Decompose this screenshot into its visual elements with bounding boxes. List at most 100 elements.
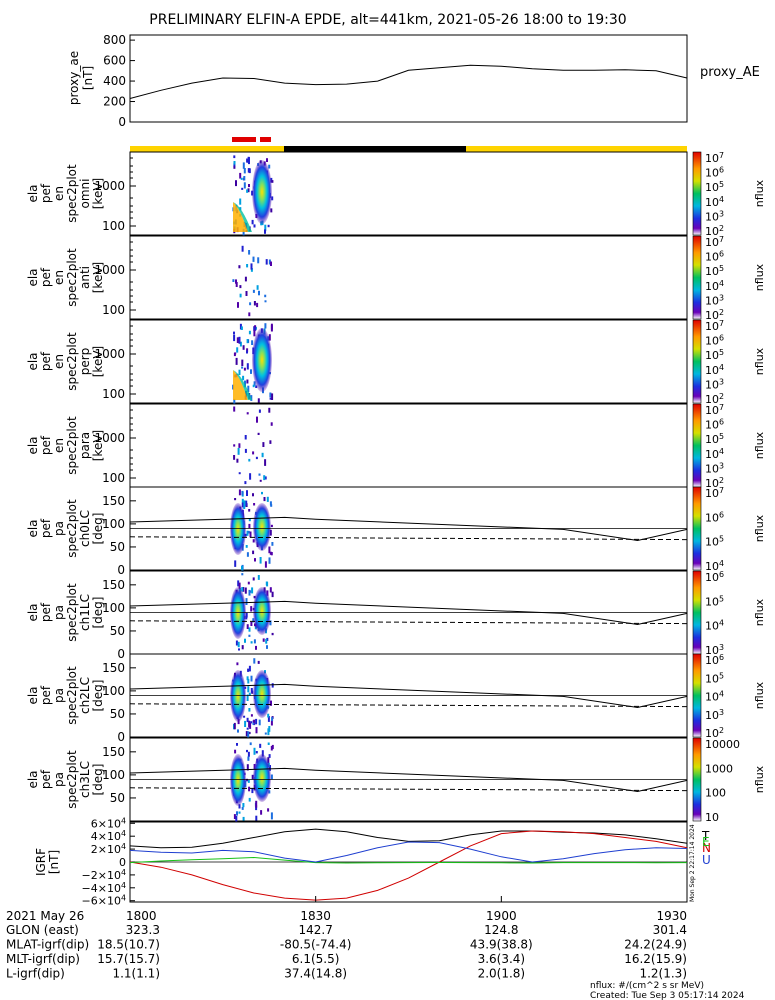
spec-pixel [247,686,250,693]
spec-pixel [246,717,249,723]
spec-pixel [247,751,250,757]
spec-ylabel-line: [keV] [91,430,105,461]
spec-pixel [269,587,272,593]
spec-pixel [270,422,273,426]
spec-pixel [235,357,238,365]
spec-pixel [255,800,258,808]
spec-pixel [233,406,236,412]
spec-tick-label: 1000 [94,179,125,193]
spec-pixel [241,366,244,369]
spec-pixel [263,497,266,502]
spec-pixel [250,395,253,401]
ephem-value: 1.2(1.3) [639,967,687,981]
spec-pixel [233,398,236,404]
spec-pixel [247,581,250,585]
colorbar-tick-label: 104 [705,447,724,461]
spec-ylabel-line: spec2plot [65,499,79,558]
colorbar-label: nflux [753,598,766,626]
spec-pixel [253,658,256,664]
spec-pixel [242,816,245,821]
spec-pixel [251,788,254,794]
spec-data [230,658,274,738]
spec-blob [253,754,271,802]
colorbar-tick-label: 106 [705,334,724,348]
igrf-tick-label: 0 [119,856,126,869]
spec-pixel [271,180,274,183]
spec-pixel [233,334,236,342]
ephem-value: 15.7(15.7) [97,952,160,966]
spec-tick-label: 100 [102,387,125,401]
colorbar-tick-label: 102 [705,224,724,238]
spec-pixel [267,716,270,722]
colorbar-tick-label: 105 [705,264,724,278]
spec-pixel [266,637,269,641]
spec-pixel [248,312,251,317]
spec-pixel [269,620,272,626]
spec-ylabel-line: pef [39,518,53,538]
spec-pixel [269,392,272,398]
colorbar-tick-label: 103 [705,461,724,475]
spec-pixel [233,166,236,169]
spec-pixel [267,757,270,764]
spec-data [232,155,274,236]
spec-pixel [259,479,262,482]
spec-pixel [237,302,239,308]
spec-pixel [253,329,256,337]
spec-pixel [246,727,249,730]
spec-pixel [251,219,254,225]
spec-ylabel-line: [keV] [91,346,105,377]
spec-pixel [271,591,274,598]
spec-pixel [248,634,251,637]
spec-pixel [241,187,244,190]
spec-pixel [256,416,258,423]
spec-panel-3: ela pef en spec2plot perp [keV]10001001071061… [26,319,766,406]
spec-pixel [233,455,236,460]
spec-pixel [261,491,263,495]
spec-pixel [249,742,252,746]
spec-blob [253,587,271,635]
spec-pixel [248,509,251,512]
spec-pixel [255,718,258,725]
spec-pixel [253,381,256,386]
spec-ylabel-line: spec2plot [65,666,79,725]
spec-pixel [258,409,261,413]
colorbar-tick-label: 100 [705,787,726,800]
spec-pixel [247,668,250,672]
spec-pixel [252,722,255,725]
spec-pixel [242,587,245,592]
spec-pixel [245,598,248,605]
spec-pixel [255,751,258,754]
spec-pixel [268,164,271,169]
igrf-y-label: IGRF [nT] [34,848,61,876]
spec-tick-label: 100 [102,471,125,485]
ephem-value: 24.2(24.9) [624,938,687,952]
spec-pixel [248,665,251,672]
ae-y-ticks: 800 600 400 200 0 [103,33,135,129]
spec-pixel [270,720,273,726]
spec-ylabel-line: para [78,432,92,459]
ephem-value: -80.5(-74.4) [280,938,351,952]
spec-pixel [261,452,264,458]
spec-panel-8: ela pef pa spec2plot ch3LC [deg] 150 100 50 10000… [26,737,766,824]
colorbar-tick-label: 106 [705,250,724,264]
spec-pixel [252,577,255,581]
anti-loss-cone-line [129,620,688,625]
spec-pixel [238,369,241,375]
igrf-series [129,828,688,901]
spec-pixel [259,743,262,748]
igrf-legend-N: N [702,841,711,855]
spec-ylabel-line: pef [39,769,53,789]
spec-tick-label: 100 [102,768,125,782]
spec-ylabel-line: spec2plot [65,416,79,475]
spec-pixel [238,265,241,269]
spec-pixel [253,301,256,306]
colorbar [692,653,702,738]
spec-pixel [246,694,249,701]
spec-pixel [243,715,246,718]
spec-pixel [243,182,246,189]
igrf-tick-label: −6×104 [82,894,126,908]
ephem-value: 124.8 [484,923,518,937]
spec-ylabel-line: perp [78,348,92,376]
ephem-row-label: GLON (east) [6,923,79,937]
